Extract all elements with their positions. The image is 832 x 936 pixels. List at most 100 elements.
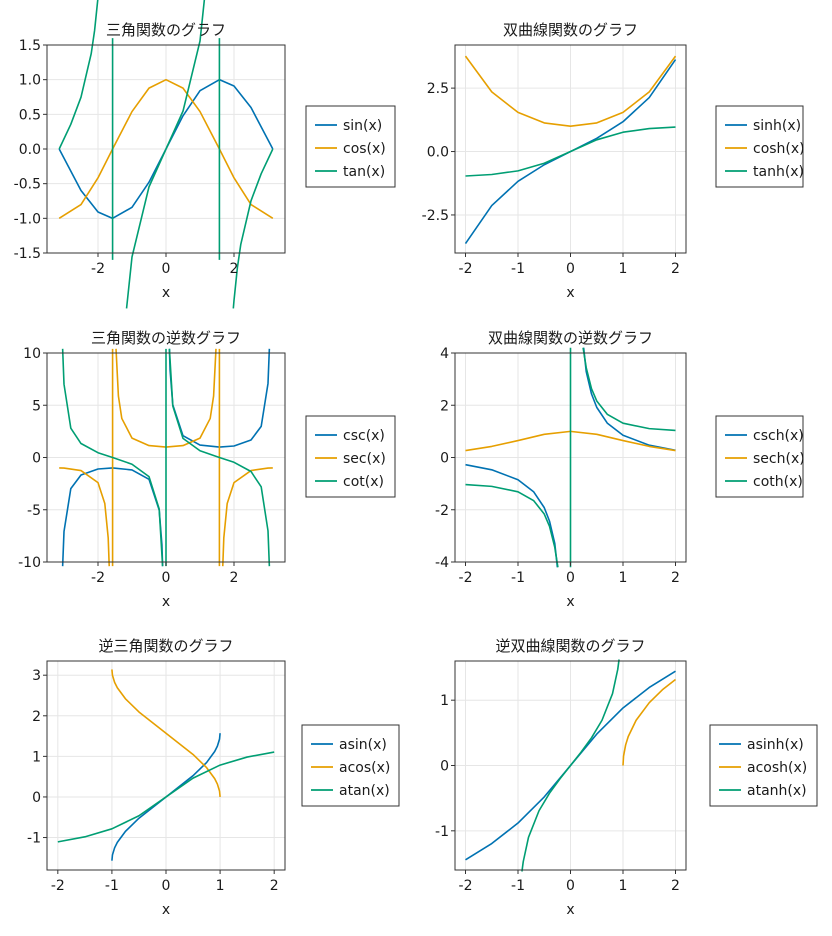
y-tick-label: 3 [32, 668, 41, 684]
y-tick-label: -0.5 [14, 177, 41, 193]
x-tick-label: 2 [270, 878, 279, 894]
legend: asinh(x) acosh(x) atanh(x) [709, 724, 818, 807]
x-tick-label: 0 [566, 261, 575, 277]
x-tick-label: 0 [162, 570, 171, 586]
x-tick-label: 0 [162, 878, 171, 894]
x-tick-label: -2 [91, 570, 105, 586]
x-tick-label: -2 [459, 878, 473, 894]
y-tick-label: 0.0 [19, 142, 41, 158]
y-tick-label: -1 [435, 824, 449, 840]
chart-panel-3: -2 0 2 -10 -5 0 5 10 三角関数の逆数グラフ x csc(x) sec(x) cot(… [18, 329, 396, 610]
series-line-atanx [57, 751, 275, 843]
x-tick-label: 1 [216, 878, 225, 894]
series-line-tanx [232, 148, 274, 309]
legend-label: csch(x) [753, 428, 804, 444]
legend-label: sinh(x) [753, 118, 801, 134]
series-line-cotx [61, 348, 164, 567]
legend: sinh(x) cosh(x) tanh(x) [715, 105, 805, 188]
x-tick-label: 1 [619, 570, 628, 586]
y-tick-label: 1.5 [19, 38, 41, 54]
x-tick-label: -1 [511, 570, 525, 586]
legend-label: tanh(x) [753, 164, 804, 180]
legend: sin(x) cos(x) tan(x) [305, 105, 396, 188]
chart-panel-6: -2 -1 0 1 2 -1 0 1 逆双曲線関数のグラフ x asinh(x) acosh(x) at… [435, 637, 818, 918]
series-line-cothx [582, 347, 676, 432]
y-tick-label: 10 [23, 346, 41, 362]
series-line-secx [59, 467, 111, 567]
legend-label: sech(x) [753, 451, 805, 467]
y-tick-label: -1.0 [14, 211, 41, 227]
legend-label: cot(x) [343, 474, 384, 490]
x-axis-label: x [566, 902, 574, 918]
y-tick-label: 0.5 [19, 107, 41, 123]
legend-label: sec(x) [343, 451, 386, 467]
legend-label: acos(x) [339, 760, 390, 776]
x-tick-label: 1 [619, 878, 628, 894]
series-line-cotx [168, 348, 271, 567]
x-tick-label: -1 [105, 878, 119, 894]
x-tick-label: 2 [671, 261, 680, 277]
y-tick-label: -10 [18, 555, 41, 571]
y-tick-label: 0 [32, 790, 41, 806]
y-tick-label: -2 [435, 503, 449, 519]
legend-label: cos(x) [343, 141, 386, 157]
legend: csch(x) sech(x) coth(x) [715, 415, 805, 498]
y-tick-label: 2 [440, 398, 449, 414]
x-tick-label: 2 [230, 261, 239, 277]
legend: csc(x) sec(x) cot(x) [305, 415, 396, 498]
x-tick-label: -1 [511, 878, 525, 894]
x-tick-label: 0 [566, 570, 575, 586]
y-tick-label: 1 [440, 693, 449, 709]
x-tick-label: 2 [671, 570, 680, 586]
series-line-cosx [58, 78, 274, 220]
y-tick-label: 4 [440, 346, 449, 362]
series-line-cschx [465, 463, 559, 568]
x-tick-label: -2 [459, 570, 473, 586]
legend-label: asin(x) [339, 737, 387, 753]
y-tick-label: 0 [440, 451, 449, 467]
legend-label: cosh(x) [753, 141, 805, 157]
chart-panel-2: -2 -1 0 1 2 -2.5 0.0 2.5 双曲線関数のグラフ x sinh(x) cosh(x… [422, 21, 805, 301]
y-tick-label: -5 [27, 503, 41, 519]
series-line-coshx [464, 55, 677, 127]
x-tick-label: -2 [51, 878, 65, 894]
legend-frame [709, 724, 818, 807]
y-tick-label: 1 [32, 749, 41, 765]
x-axis-label: x [566, 594, 574, 610]
x-tick-label: 0 [162, 261, 171, 277]
legend: asin(x) acos(x) atan(x) [301, 724, 400, 807]
x-axis-label: x [566, 285, 574, 301]
x-tick-label: -1 [511, 261, 525, 277]
y-tick-label: -1 [27, 831, 41, 847]
x-tick-label: -2 [459, 261, 473, 277]
legend-label: sin(x) [343, 118, 382, 134]
y-tick-label: -2.5 [422, 208, 449, 224]
y-tick-label: 1.0 [19, 73, 41, 89]
chart-panel-1: -2 0 2 -1.5 -1.0 -0.5 0.0 0.5 1.0 1.5 三角関数のグラフ x sin… [14, 0, 396, 309]
series-line-secx [221, 467, 273, 567]
x-axis-label: x [162, 285, 170, 301]
chart-title: 三角関数の逆数グラフ [91, 329, 241, 347]
series-line-tanhx [465, 126, 676, 177]
y-tick-label: -4 [435, 555, 449, 571]
chart-title: 三角関数のグラフ [106, 21, 226, 39]
x-tick-label: 2 [671, 878, 680, 894]
series-line-tanx [58, 0, 99, 150]
chart-title: 逆三角関数のグラフ [98, 637, 233, 655]
x-axis-label: x [162, 902, 170, 918]
legend-frame [715, 415, 804, 498]
y-tick-label: 0 [32, 451, 41, 467]
y-tick-label: 5 [32, 398, 41, 414]
legend-label: atanh(x) [747, 783, 807, 799]
x-axis-label: x [162, 594, 170, 610]
legend-label: csc(x) [343, 428, 385, 444]
legend-frame [305, 415, 396, 498]
legend-frame [715, 105, 804, 188]
chart-title: 双曲線関数の逆数グラフ [488, 329, 653, 347]
series-line-acoshx [622, 678, 676, 766]
x-tick-label: 2 [230, 570, 239, 586]
y-tick-label: 2 [32, 709, 41, 725]
series-line-atanhx [521, 659, 620, 872]
